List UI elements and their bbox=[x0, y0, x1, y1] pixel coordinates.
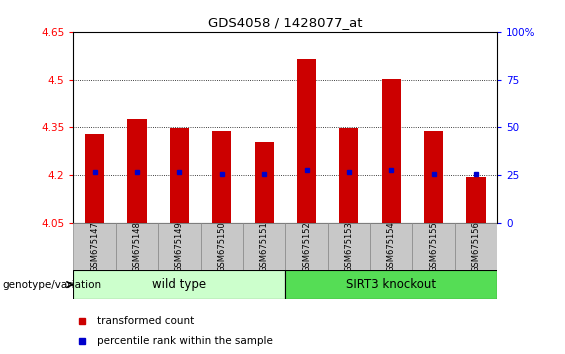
Text: wild type: wild type bbox=[153, 278, 206, 291]
Bar bbox=[455, 223, 497, 271]
Bar bbox=[128, 120, 146, 223]
Bar bbox=[85, 134, 104, 223]
Bar bbox=[340, 128, 358, 223]
Text: GSM675149: GSM675149 bbox=[175, 222, 184, 272]
Bar bbox=[297, 59, 316, 223]
Text: GSM675151: GSM675151 bbox=[260, 222, 268, 272]
Text: GSM675153: GSM675153 bbox=[345, 222, 353, 272]
Bar bbox=[424, 131, 443, 223]
Bar bbox=[170, 128, 189, 223]
Text: GSM675155: GSM675155 bbox=[429, 222, 438, 272]
Text: GSM675154: GSM675154 bbox=[387, 222, 396, 272]
Bar bbox=[201, 223, 243, 271]
Text: GSM675152: GSM675152 bbox=[302, 222, 311, 272]
Text: GSM675150: GSM675150 bbox=[218, 222, 226, 272]
Bar bbox=[158, 223, 201, 271]
Bar bbox=[382, 79, 401, 223]
Bar bbox=[116, 223, 158, 271]
Title: GDS4058 / 1428077_at: GDS4058 / 1428077_at bbox=[208, 16, 363, 29]
Text: transformed count: transformed count bbox=[97, 316, 194, 326]
Bar bbox=[467, 177, 485, 223]
Text: GSM675156: GSM675156 bbox=[472, 222, 480, 272]
Text: GSM675148: GSM675148 bbox=[133, 222, 141, 272]
Bar bbox=[328, 223, 370, 271]
Bar bbox=[243, 223, 285, 271]
Bar bbox=[212, 131, 231, 223]
Bar bbox=[370, 223, 412, 271]
Bar bbox=[255, 142, 273, 223]
Text: percentile rank within the sample: percentile rank within the sample bbox=[97, 336, 273, 346]
Bar bbox=[285, 270, 497, 299]
Bar bbox=[73, 270, 285, 299]
Text: genotype/variation: genotype/variation bbox=[3, 280, 102, 290]
Bar bbox=[412, 223, 455, 271]
Text: SIRT3 knockout: SIRT3 knockout bbox=[346, 278, 436, 291]
Bar bbox=[73, 223, 116, 271]
Text: GSM675147: GSM675147 bbox=[90, 222, 99, 272]
Bar bbox=[285, 223, 328, 271]
